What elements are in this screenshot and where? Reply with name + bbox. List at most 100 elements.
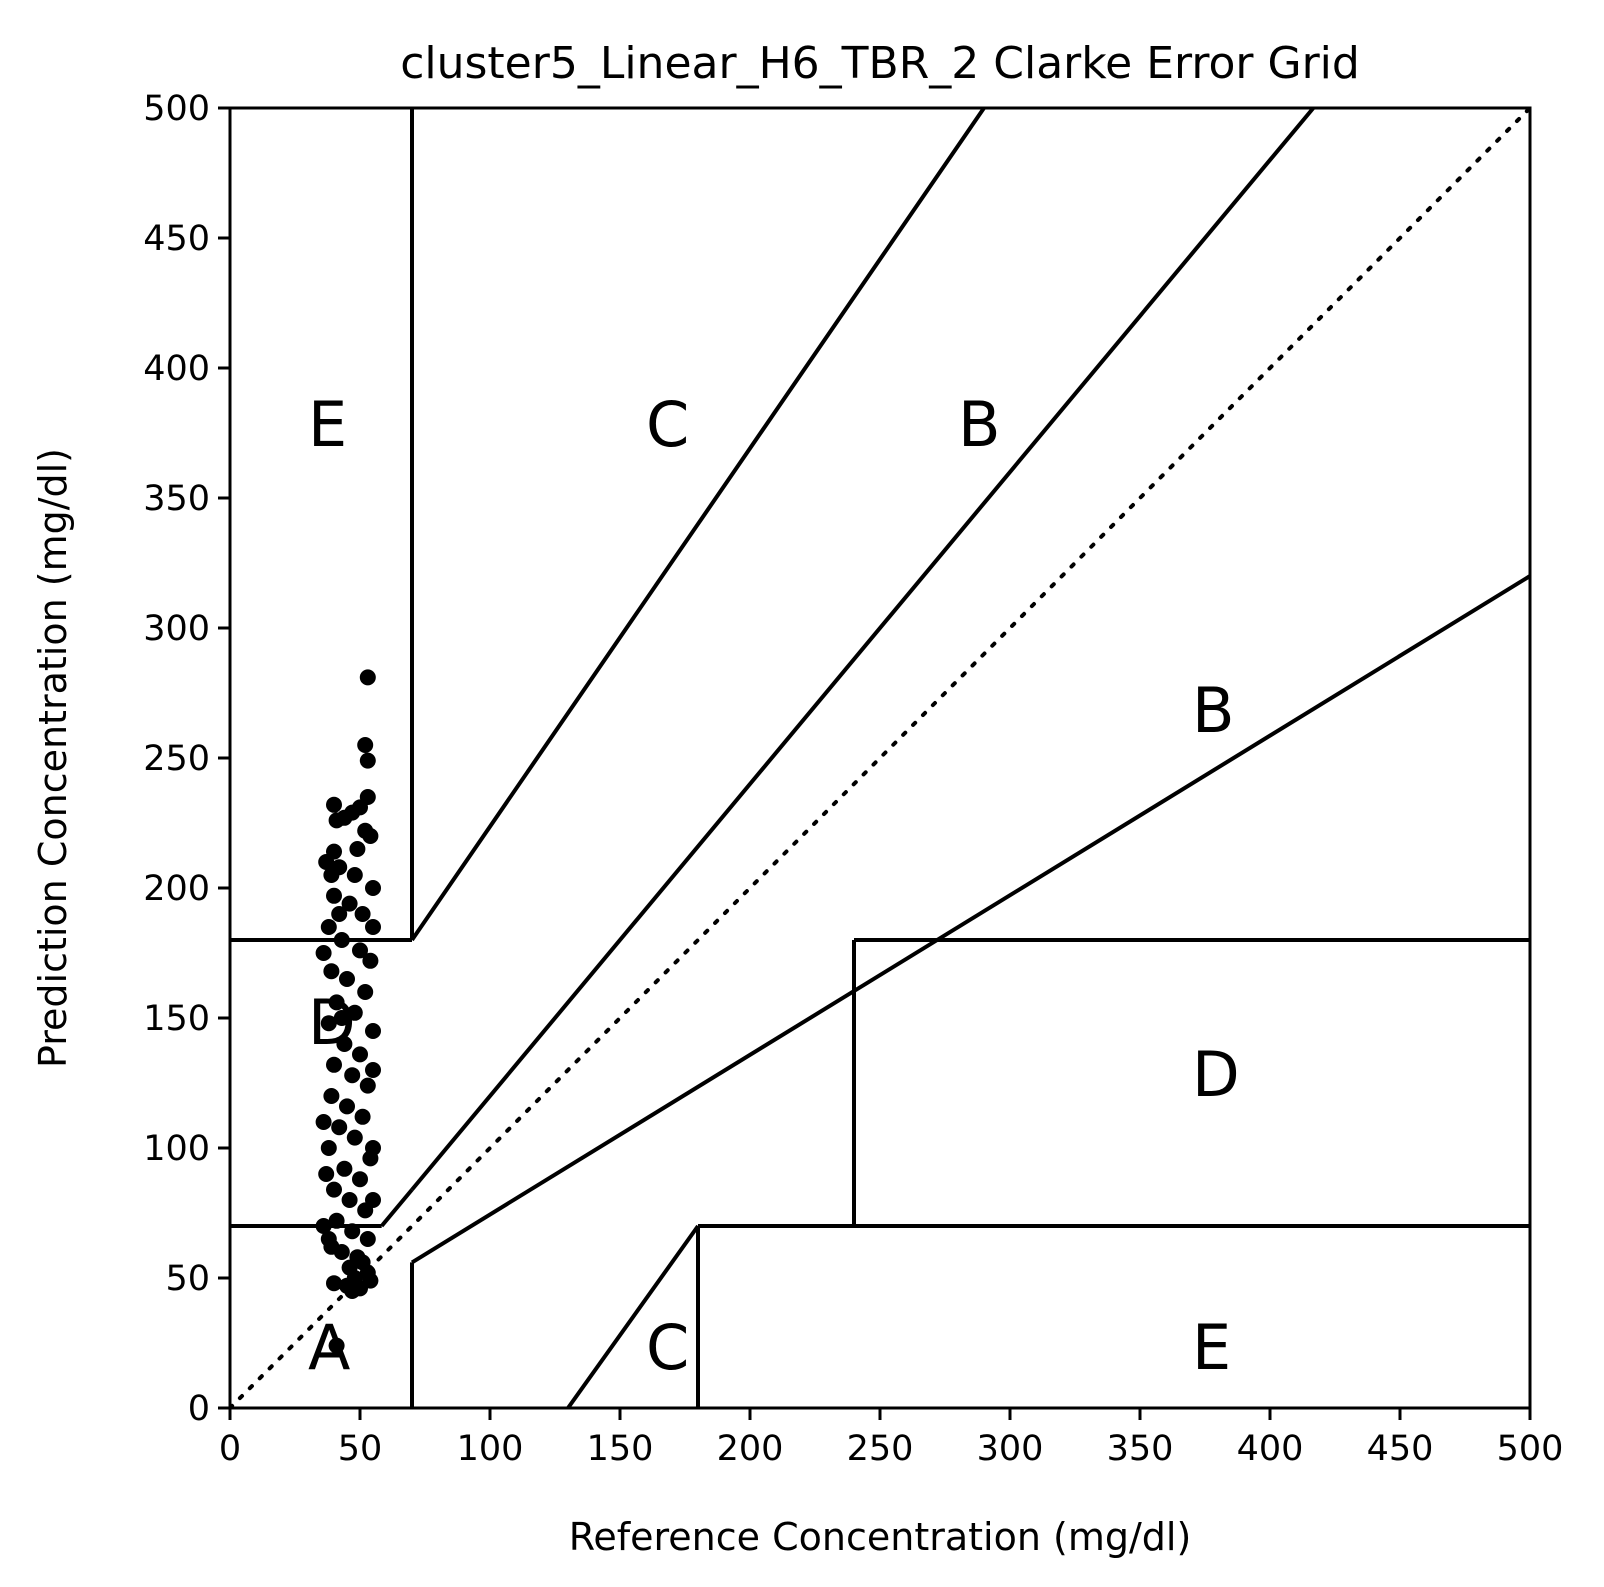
zone-label: E xyxy=(308,388,347,461)
zone-boundary-line xyxy=(410,106,1315,1191)
data-point xyxy=(346,867,363,883)
data-point xyxy=(359,1231,376,1247)
zone-label: A xyxy=(308,1311,350,1384)
data-point xyxy=(336,809,353,826)
data-point xyxy=(344,1067,361,1084)
data-point xyxy=(359,752,376,769)
data-point xyxy=(326,887,342,904)
zone-label: E xyxy=(1192,1311,1231,1384)
data-point xyxy=(339,1098,355,1115)
data-point xyxy=(331,1119,348,1136)
data-point xyxy=(339,971,355,987)
plot-area: A B B C C D D E E 0 50 100 150 200 250 300 350 400 450 500 0… xyxy=(143,89,1563,1469)
data-point xyxy=(331,906,348,922)
y-tick-label: 350 xyxy=(143,479,210,519)
data-point xyxy=(352,1046,368,1063)
zone-boundary-line xyxy=(380,1188,414,1228)
data-point xyxy=(341,895,358,912)
data-point xyxy=(362,952,379,969)
x-tick-label: 500 xyxy=(1497,1429,1564,1469)
data-point xyxy=(326,1056,342,1073)
data-point xyxy=(315,1218,332,1234)
zone-label: D xyxy=(308,986,356,1059)
y-axis-label: Prediction Concentration (mg/dl) xyxy=(31,448,75,1068)
data-point xyxy=(362,828,379,844)
data-point xyxy=(365,1140,381,1156)
data-point xyxy=(320,1015,337,1032)
zone-label: D xyxy=(1192,1038,1240,1111)
y-tick-label: 250 xyxy=(143,739,210,779)
x-tick-label: 0 xyxy=(219,1429,241,1469)
x-tick-label: 200 xyxy=(717,1429,784,1469)
data-point xyxy=(320,919,337,935)
zone-label: B xyxy=(958,388,1001,461)
data-point xyxy=(365,919,381,935)
data-point xyxy=(352,1280,368,1297)
y-tick-label: 0 xyxy=(188,1389,210,1429)
x-tick-label: 250 xyxy=(847,1429,914,1469)
data-point xyxy=(323,867,340,883)
data-point xyxy=(354,906,371,922)
y-tick-label: 200 xyxy=(143,869,210,909)
y-tick-label: 300 xyxy=(143,609,210,649)
y-tick-label: 50 xyxy=(165,1259,210,1299)
data-point xyxy=(333,932,350,948)
data-point xyxy=(357,737,374,753)
y-tick-label: 400 xyxy=(143,349,210,389)
x-tick-label: 100 xyxy=(457,1429,524,1469)
y-tick-label: 100 xyxy=(143,1129,210,1169)
y-tick-label: 450 xyxy=(143,219,210,259)
data-point xyxy=(365,880,381,896)
data-point xyxy=(320,1231,337,1247)
x-tick-label: 350 xyxy=(1107,1429,1174,1469)
data-point xyxy=(357,984,374,1000)
data-point xyxy=(365,1023,381,1039)
data-point xyxy=(359,669,376,686)
plot-frame xyxy=(228,106,1532,1410)
data-point xyxy=(315,1114,332,1130)
x-tick-label: 400 xyxy=(1237,1429,1304,1469)
data-point xyxy=(326,1275,342,1292)
data-point xyxy=(352,1171,368,1188)
zone-boundary-line xyxy=(566,1224,700,1410)
data-point xyxy=(320,1140,337,1156)
zone-label: C xyxy=(646,1311,689,1384)
data-point xyxy=(326,1181,342,1198)
data-point xyxy=(336,1036,353,1052)
data-point xyxy=(341,1192,358,1208)
x-axis-label: Reference Concentration (mg/dl) xyxy=(569,1515,1192,1559)
zone-label: C xyxy=(646,388,689,461)
data-point xyxy=(359,1077,376,1094)
data-point xyxy=(365,1192,381,1208)
data-point xyxy=(326,796,342,813)
y-tick-label: 500 xyxy=(143,89,210,129)
data-point xyxy=(346,1129,363,1146)
x-tick-label: 300 xyxy=(977,1429,1044,1469)
data-point xyxy=(349,841,366,857)
reference-diagonal-line xyxy=(228,106,1532,1410)
y-tick-label: 150 xyxy=(143,999,210,1039)
data-point xyxy=(323,1088,340,1104)
data-point xyxy=(354,1108,371,1125)
data-point xyxy=(333,1244,350,1260)
data-point xyxy=(328,1337,345,1354)
data-point xyxy=(346,1004,363,1021)
data-point xyxy=(336,1160,353,1177)
chart-title: cluster5_Linear_H6_TBR_2 Clarke Error Gr… xyxy=(400,38,1360,89)
zone-boundary-line xyxy=(410,106,986,942)
x-tick-label: 450 xyxy=(1367,1429,1434,1469)
data-point xyxy=(328,994,345,1011)
x-tick-label: 50 xyxy=(338,1429,383,1469)
zone-boundary-line xyxy=(410,574,1532,1265)
data-point xyxy=(352,942,368,959)
data-point xyxy=(323,963,340,980)
data-point xyxy=(318,1166,335,1182)
data-point xyxy=(344,1223,361,1240)
data-point xyxy=(365,1062,381,1078)
x-tick-label: 150 xyxy=(587,1429,654,1469)
data-point xyxy=(328,1212,345,1229)
zone-label: B xyxy=(1192,674,1235,747)
data-point xyxy=(315,945,332,961)
data-point xyxy=(318,854,335,870)
